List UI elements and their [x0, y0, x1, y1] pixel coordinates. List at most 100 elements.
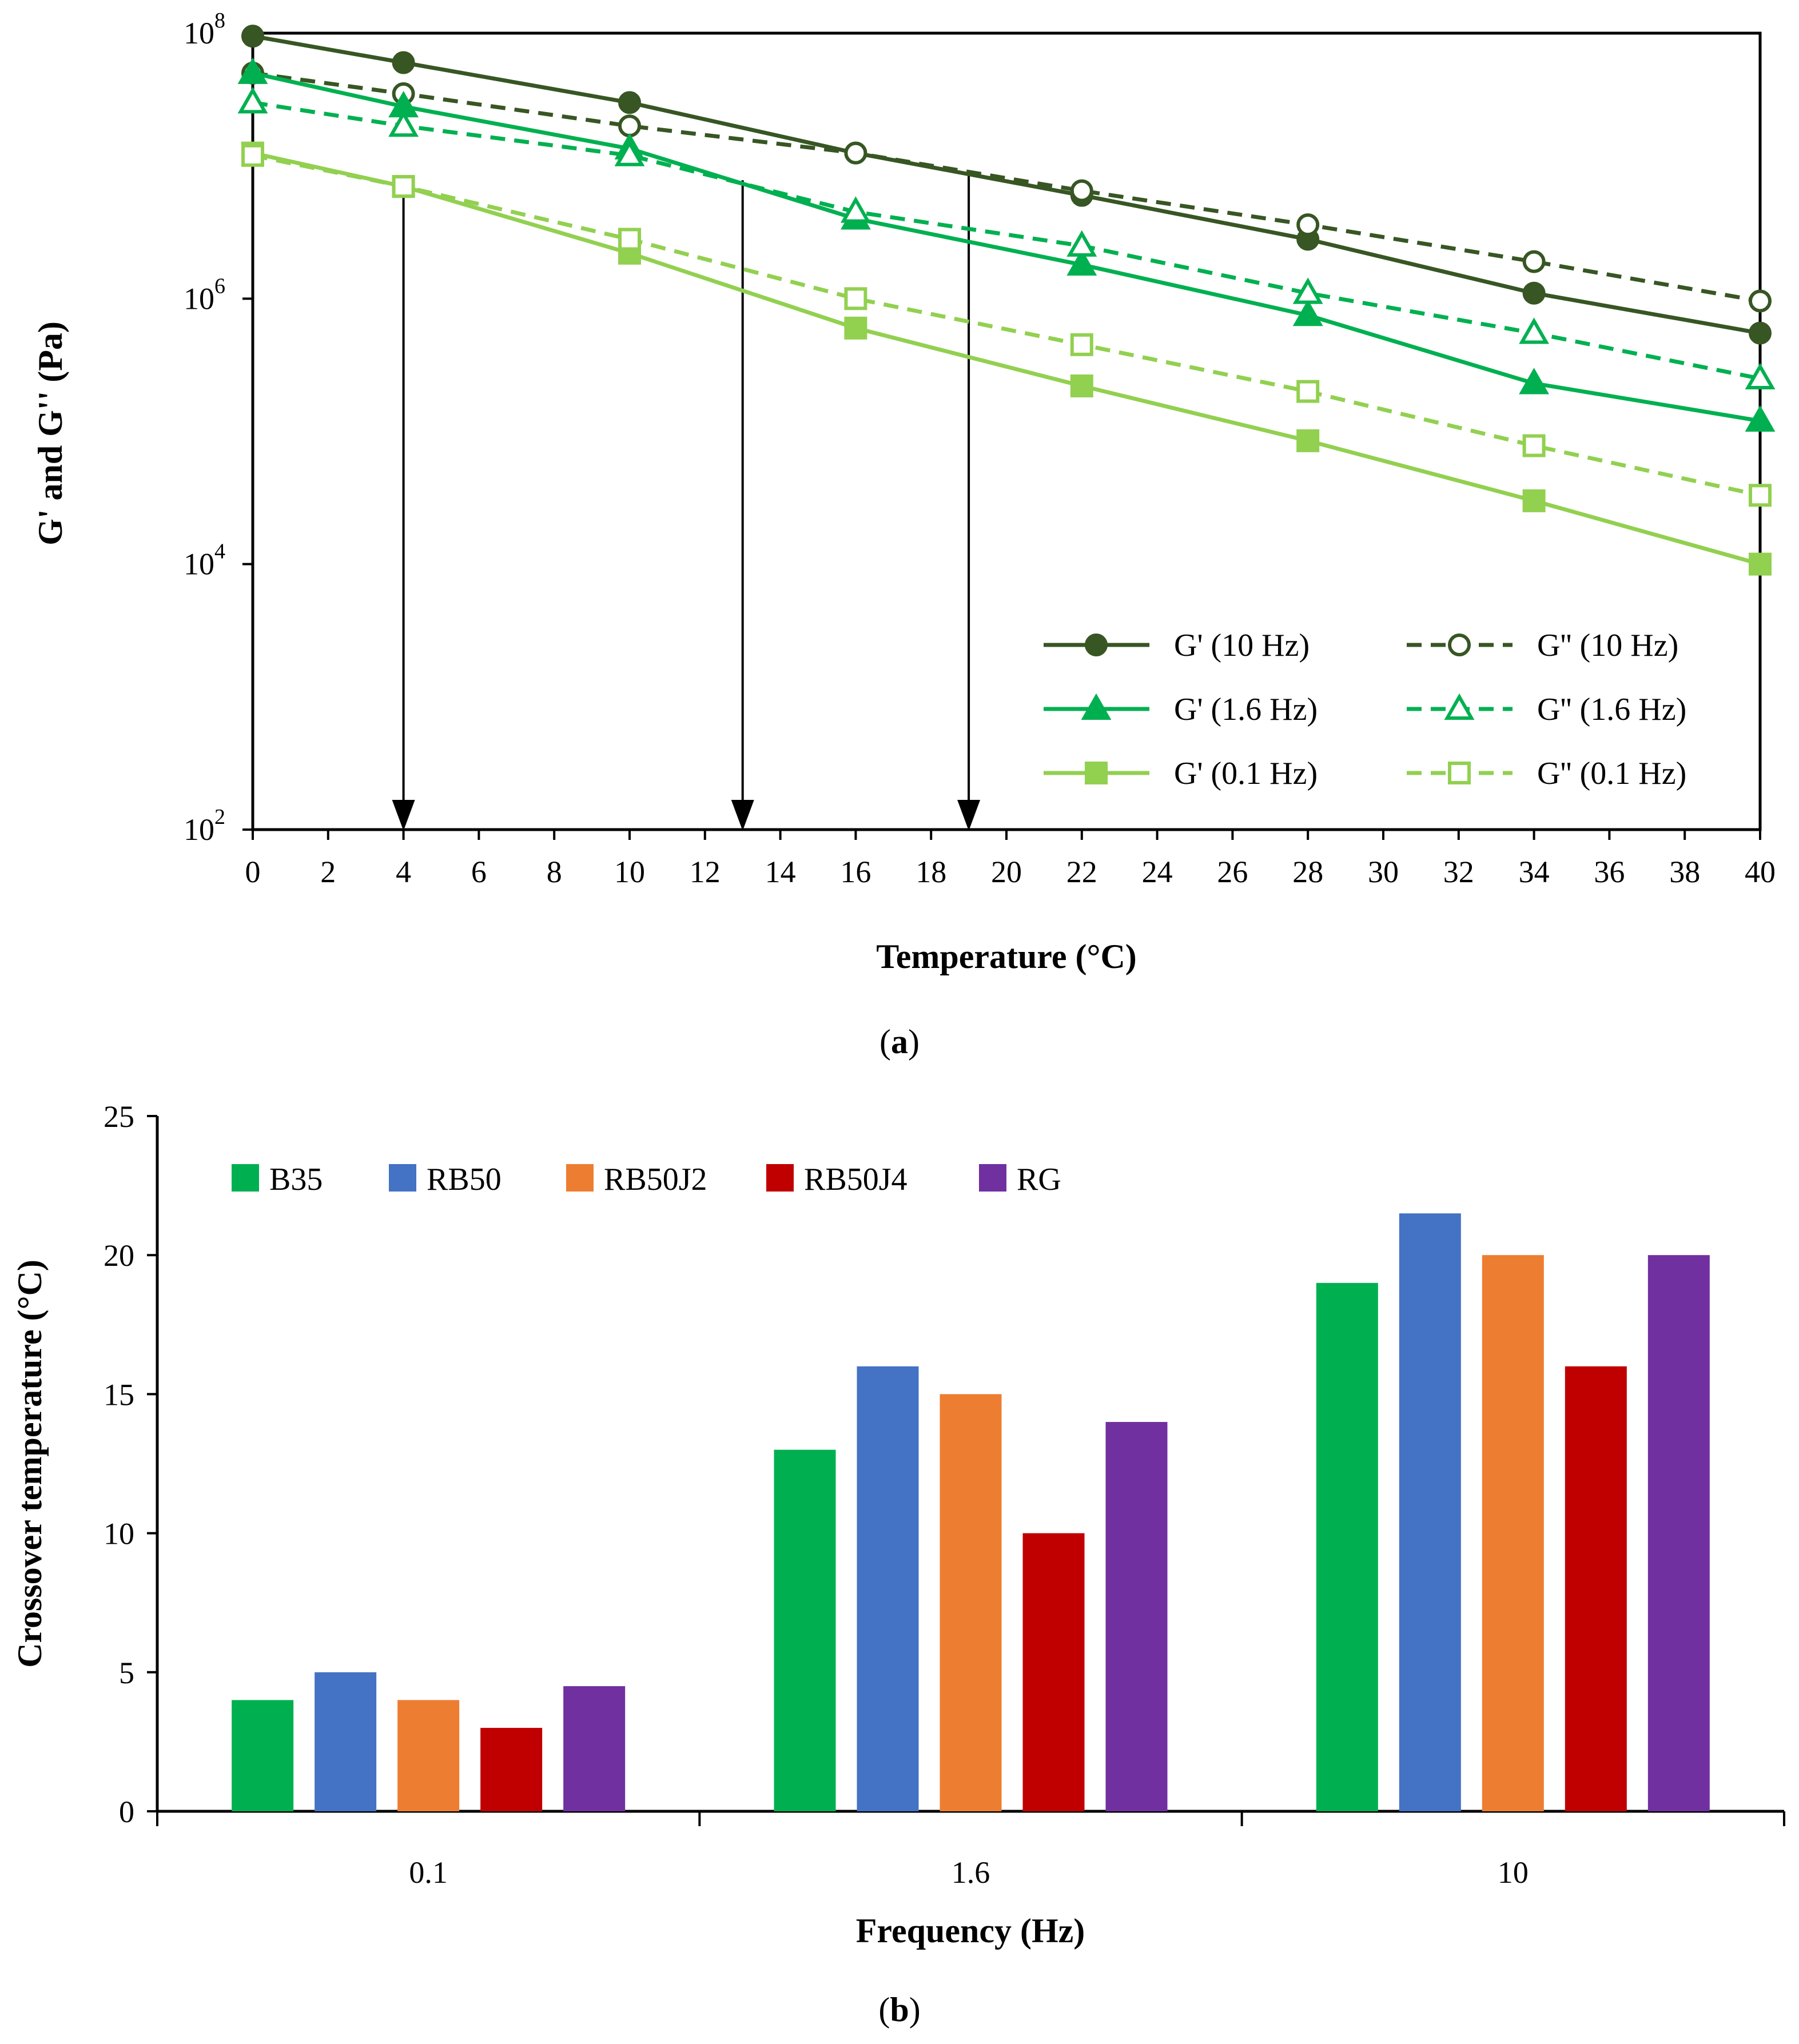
legend-item-g-0-1-hz: G' (0.1 Hz)	[1044, 756, 1318, 791]
legend-label: RB50J2	[604, 1162, 707, 1197]
y-tick-exponent: 8	[214, 9, 225, 33]
legend-swatch-marker	[1085, 762, 1108, 784]
series-g-1-6-hz	[237, 57, 1776, 432]
x-tick-label-a: 30	[1368, 855, 1399, 889]
x-axis-ticks-a: 0 2 4 6 8 10 12 14 16 18 20 22 24 26 28 30 32 34 36 38 40	[245, 830, 1776, 889]
y-tick-base: 10	[184, 812, 214, 847]
data-point	[1522, 281, 1546, 305]
bar-rg-0-1	[563, 1686, 626, 1811]
legend-label: G' (0.1 Hz)	[1174, 756, 1318, 791]
y-axis-title-b: Crossover temperature (°C)	[11, 1260, 49, 1668]
series-line	[252, 34, 1761, 336]
data-point	[1292, 277, 1323, 304]
series-g-10-hz	[241, 25, 1772, 345]
data-point	[1522, 434, 1546, 457]
data-point	[1070, 179, 1093, 202]
x-tick-label-a: 22	[1066, 855, 1097, 889]
series-line	[252, 100, 1761, 381]
bar-rb50-0-1	[315, 1672, 377, 1811]
bar-b35-1-6	[774, 1449, 836, 1811]
bar-rb50j2-10	[1482, 1255, 1544, 1811]
bar-b35-10	[1316, 1282, 1378, 1811]
crossover-arrowhead	[957, 800, 981, 831]
bar-b35-0-1	[232, 1700, 294, 1811]
legend-label: G'' (0.1 Hz)	[1537, 756, 1686, 791]
data-point	[1296, 380, 1320, 403]
data-point	[1519, 368, 1550, 395]
legend-swatch	[766, 1164, 794, 1192]
y-axis-title-a: G' and G'' (Pa)	[31, 321, 69, 545]
legend-label: G'' (10 Hz)	[1537, 628, 1678, 663]
caption-a: (a)	[879, 1023, 920, 1061]
data-point	[1522, 250, 1546, 273]
data-point	[1296, 213, 1320, 237]
legend-swatch-marker	[1444, 693, 1475, 720]
x-tick-label-a: 24	[1142, 855, 1173, 889]
caption-b: (b)	[878, 1991, 920, 2029]
x-tick-label-a: 40	[1745, 855, 1776, 889]
y-tick-label-a: 108	[184, 9, 225, 50]
data-point	[241, 25, 264, 48]
legend-label: G'' (1.6 Hz)	[1537, 692, 1686, 727]
y-tick-base: 10	[184, 547, 214, 581]
bar-rb50-1-6	[857, 1366, 919, 1811]
y-tick-label-a: 106	[184, 274, 225, 316]
legend-swatch	[389, 1164, 416, 1192]
y-tick-label-b: 0	[119, 1795, 134, 1829]
bar-rb50j4-1-6	[1022, 1533, 1085, 1811]
data-point	[1070, 374, 1093, 398]
legend-item-rb50: RB50	[389, 1162, 502, 1197]
x-tick-label-a: 0	[245, 855, 261, 889]
data-point	[1745, 405, 1776, 432]
x-tick-label-a: 10	[614, 855, 645, 889]
x-axis-title-b: Frequency (Hz)	[856, 1912, 1085, 1950]
y-axis-ticks-b: 0 5 10 15 20 25	[104, 1099, 157, 1829]
x-tick-label-b: 0.1	[409, 1855, 448, 1890]
plot-a-frame	[251, 31, 1762, 831]
data-point	[392, 51, 415, 74]
data-point	[237, 57, 268, 84]
crossover-arrowhead	[392, 800, 415, 831]
y-tick-exponent: 6	[214, 274, 225, 298]
series-lines	[237, 25, 1776, 576]
legend-item-g-0-1-hz: G'' (0.1 Hz)	[1407, 756, 1686, 791]
legend-item-g-1-6-hz: G'' (1.6 Hz)	[1407, 692, 1686, 727]
data-point	[618, 228, 641, 251]
y-tick-label-a: 104	[184, 540, 225, 581]
data-point	[241, 144, 264, 167]
series-line	[252, 153, 1761, 497]
panel-b-bar-chart: 0 5 10 15 20 25 0.1 1.6 10 B35 RB50 RB50J2 RB50J4 R…	[11, 1099, 1785, 2029]
series-g-10-hz	[241, 61, 1772, 313]
legend-swatch	[979, 1164, 1006, 1192]
legend-swatch	[232, 1164, 259, 1192]
legend-swatch-marker	[1085, 633, 1108, 656]
legend-label: G' (10 Hz)	[1174, 628, 1310, 663]
legend-item-g-1-6-hz: G' (1.6 Hz)	[1044, 692, 1318, 727]
legend-swatch-marker	[1448, 762, 1471, 784]
data-point	[237, 87, 268, 114]
x-tick-label-a: 36	[1594, 855, 1625, 889]
y-tick-label-b: 20	[104, 1238, 134, 1273]
data-point	[618, 91, 641, 114]
series-g-0-1-hz	[241, 141, 1772, 576]
data-point	[1296, 429, 1320, 452]
bar-rb50j4-0-1	[480, 1728, 543, 1811]
data-point	[844, 316, 867, 340]
data-point	[614, 140, 645, 166]
series-line	[252, 71, 1761, 423]
x-tick-label-a: 38	[1669, 855, 1700, 889]
data-point	[1066, 249, 1097, 276]
x-tick-label-a: 12	[690, 855, 721, 889]
y-tick-label-b: 5	[119, 1656, 134, 1690]
x-tick-label-a: 28	[1292, 855, 1323, 889]
y-tick-base: 10	[184, 16, 214, 50]
data-point	[1519, 317, 1550, 344]
data-point	[1749, 321, 1772, 345]
data-point	[1749, 289, 1772, 313]
legend-swatch-marker	[1081, 693, 1112, 720]
legend-item-g-10-hz: G'' (10 Hz)	[1407, 628, 1678, 663]
bar-rg-1-6	[1105, 1422, 1168, 1811]
crossover-arrows	[392, 172, 981, 831]
legend-b: B35 RB50 RB50J2 RB50J4 RG	[232, 1162, 1061, 1197]
